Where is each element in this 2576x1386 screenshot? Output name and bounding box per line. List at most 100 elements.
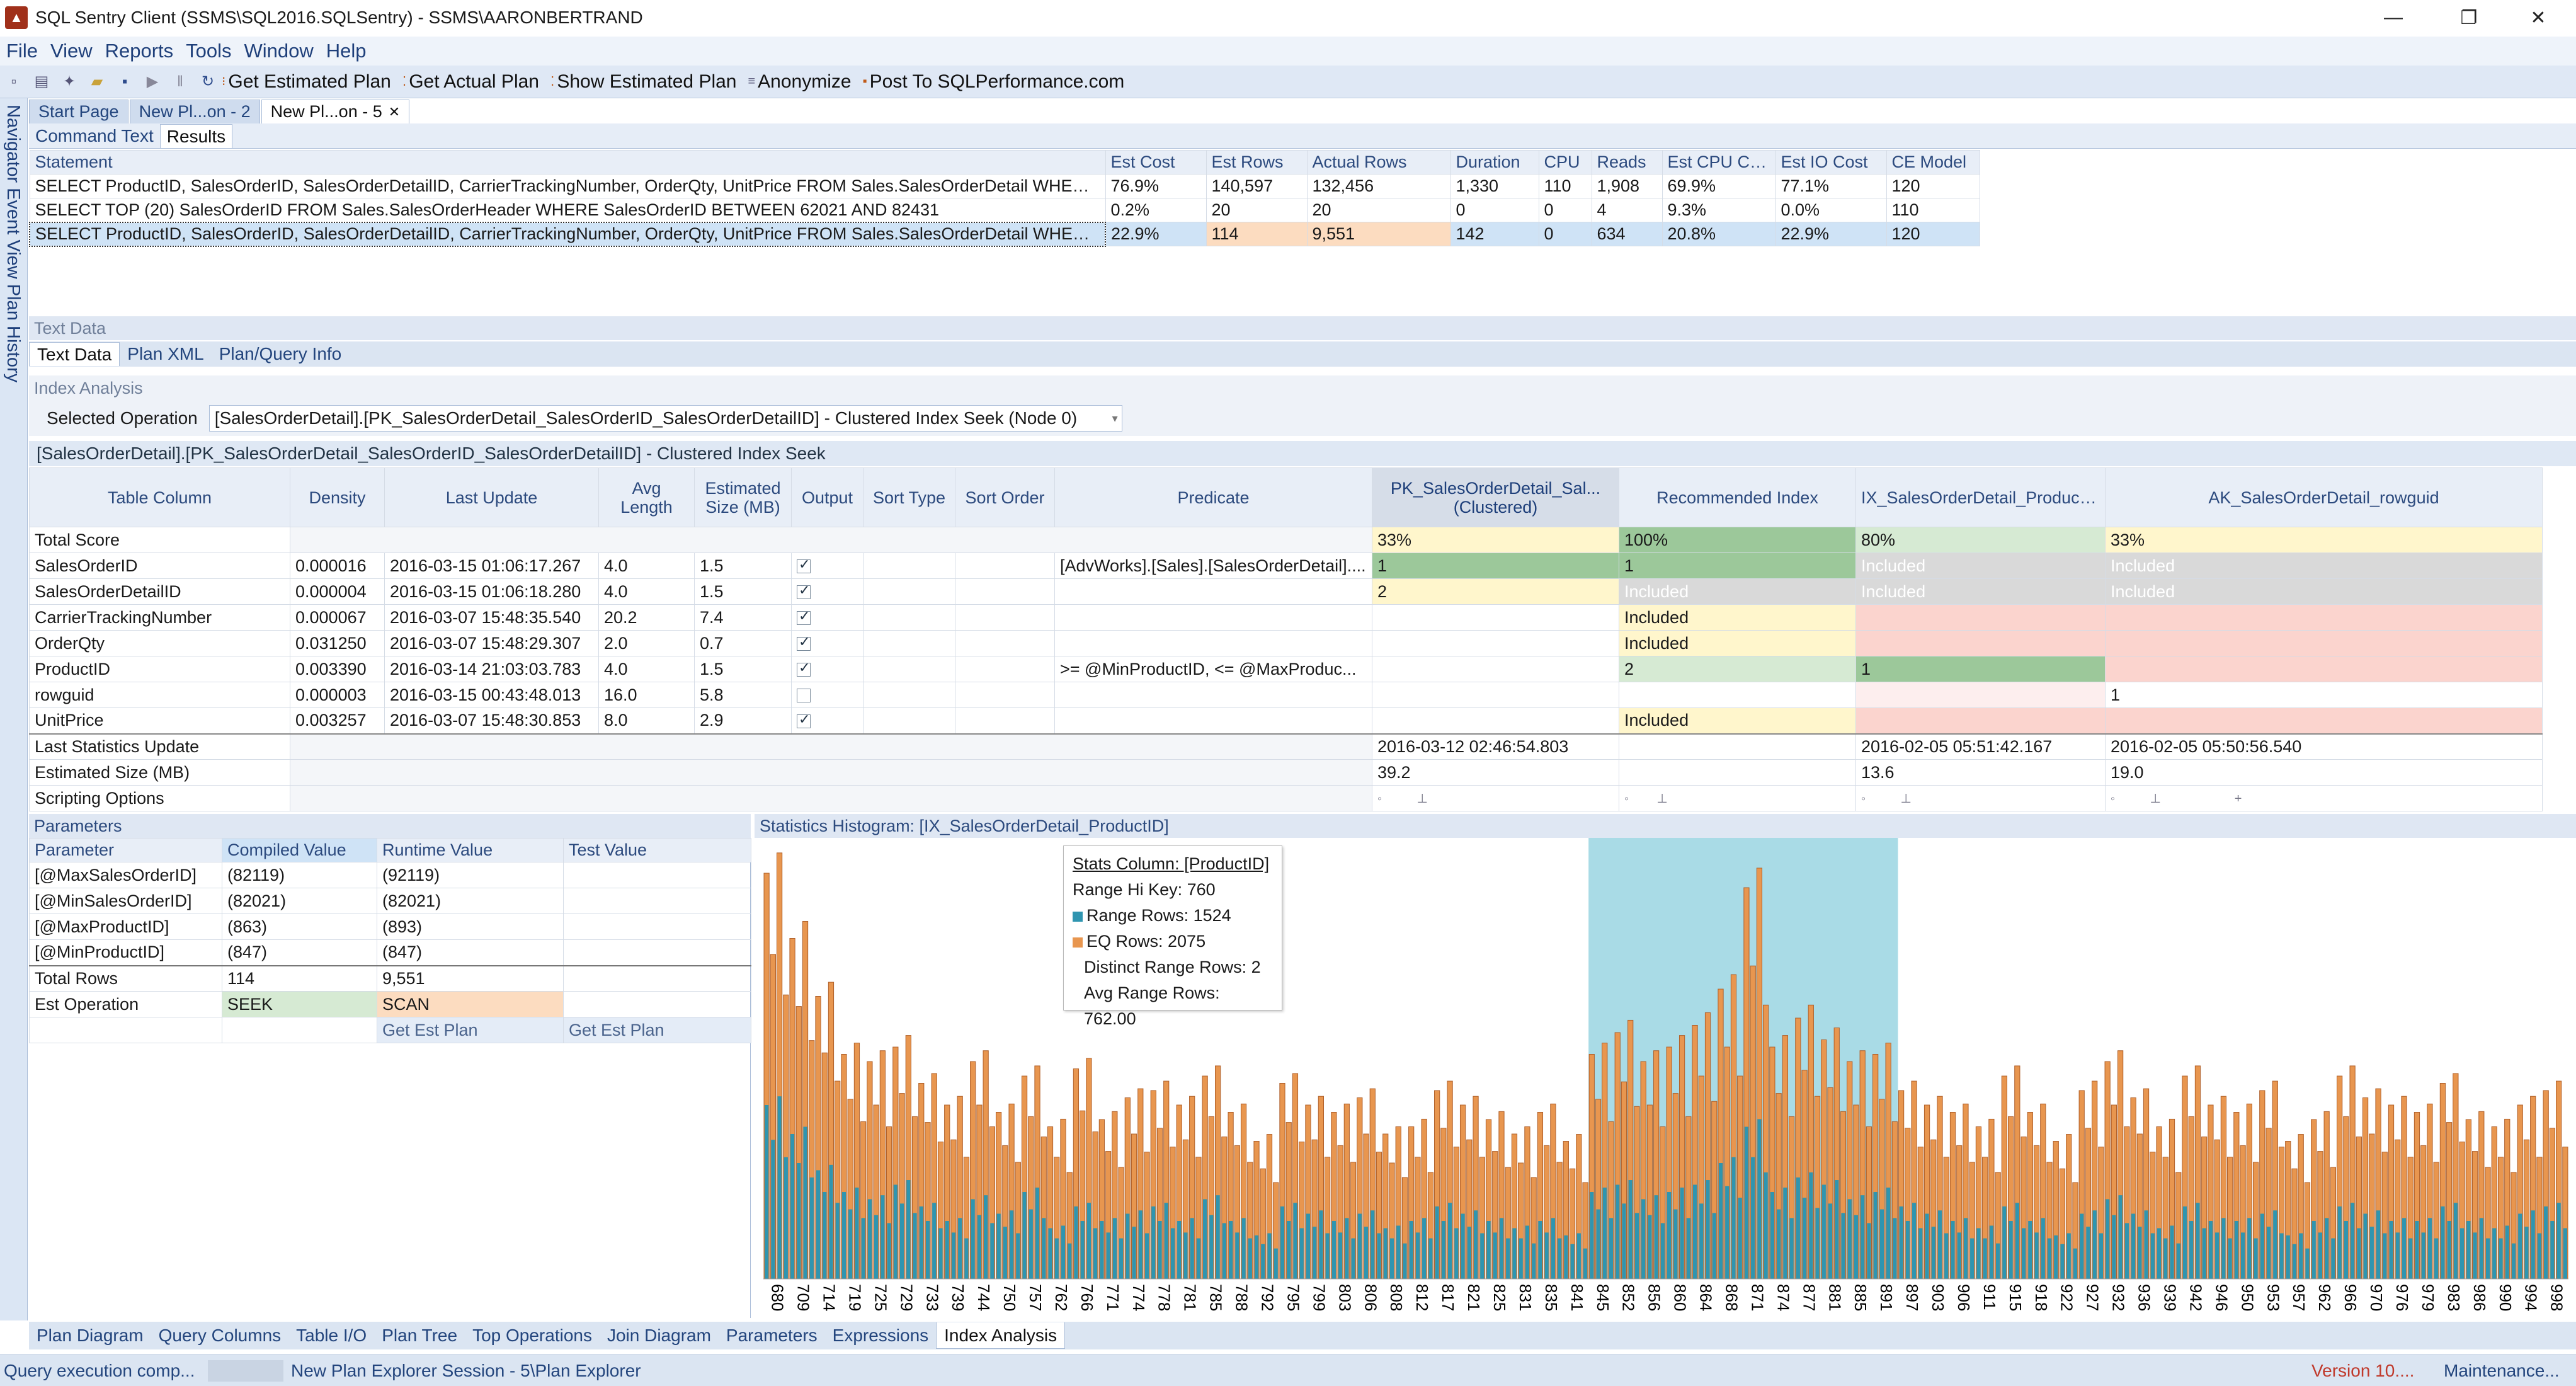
range-rows-bar[interactable] bbox=[2363, 1213, 2368, 1280]
range-rows-bar[interactable] bbox=[2447, 1221, 2451, 1279]
range-rows-bar[interactable] bbox=[1718, 1163, 1723, 1279]
range-rows-bar[interactable] bbox=[2325, 1218, 2329, 1279]
refresh-icon[interactable]: ↻ bbox=[201, 73, 215, 90]
range-rows-bar[interactable] bbox=[1692, 1184, 1697, 1280]
selected-operation-dropdown[interactable]: [SalesOrderDetail].[PK_SalesOrderDetail_… bbox=[208, 405, 1122, 432]
table-row[interactable]: UnitPrice 0.003257 2016-03-07 15:48:30.853… bbox=[29, 707, 2543, 734]
table-row[interactable]: [@MinProductID] (847) (847) bbox=[29, 939, 751, 966]
range-rows-bar[interactable] bbox=[1821, 1184, 1826, 1280]
range-rows-bar[interactable] bbox=[2099, 1233, 2104, 1279]
tab-expressions[interactable]: Expressions bbox=[832, 1326, 929, 1345]
range-rows-bar[interactable] bbox=[1351, 1238, 1355, 1279]
col-ce-model[interactable]: CE Model bbox=[1886, 150, 1980, 175]
range-rows-bar[interactable] bbox=[1042, 1218, 1046, 1279]
range-rows-bar[interactable] bbox=[899, 1203, 904, 1279]
range-rows-bar[interactable] bbox=[2208, 1221, 2213, 1279]
table-row[interactable]: SalesOrderDetailID 0.000004 2016-03-15 01:… bbox=[29, 578, 2543, 605]
range-rows-bar[interactable] bbox=[1957, 1232, 1961, 1279]
range-rows-bar[interactable] bbox=[977, 1215, 982, 1279]
range-rows-bar[interactable] bbox=[1576, 1233, 1581, 1279]
range-rows-bar[interactable] bbox=[1119, 1238, 1124, 1279]
range-rows-bar[interactable] bbox=[2305, 1248, 2310, 1279]
range-rows-bar[interactable] bbox=[816, 1170, 821, 1280]
range-rows-bar[interactable] bbox=[1680, 1188, 1684, 1279]
range-rows-bar[interactable] bbox=[2247, 1218, 2252, 1279]
table-row[interactable]: rowguid 0.000003 2016-03-15 00:43:48.013 16… bbox=[29, 682, 2543, 708]
range-rows-bar[interactable] bbox=[1086, 1203, 1091, 1279]
range-rows-bar[interactable] bbox=[1422, 1218, 1427, 1279]
range-rows-bar[interactable] bbox=[2086, 1227, 2090, 1279]
range-rows-bar[interactable] bbox=[1074, 1206, 1078, 1279]
range-rows-bar[interactable] bbox=[1473, 1210, 1478, 1279]
range-rows-bar[interactable] bbox=[1100, 1221, 1104, 1279]
menu-view[interactable]: View bbox=[50, 40, 93, 62]
range-rows-bar[interactable] bbox=[2286, 1235, 2290, 1279]
range-rows-bar[interactable] bbox=[2402, 1218, 2407, 1279]
range-rows-bar[interactable] bbox=[1486, 1221, 1491, 1279]
range-rows-bar[interactable] bbox=[2357, 1228, 2361, 1280]
range-rows-bar[interactable] bbox=[1035, 1188, 1040, 1279]
col-actual-rows[interactable]: Actual Rows bbox=[1306, 150, 1451, 175]
range-rows-bar[interactable] bbox=[2479, 1218, 2483, 1279]
range-rows-bar[interactable] bbox=[2189, 1221, 2194, 1279]
range-rows-bar[interactable] bbox=[2202, 1228, 2206, 1280]
range-rows-bar[interactable] bbox=[2240, 1232, 2245, 1279]
range-rows-bar[interactable] bbox=[2041, 1218, 2045, 1279]
tab-plan-query-info[interactable]: Plan/Query Info bbox=[219, 344, 342, 364]
maintenance-label[interactable]: Maintenance... bbox=[2444, 1360, 2560, 1380]
range-rows-bar[interactable] bbox=[1106, 1232, 1110, 1279]
range-rows-bar[interactable] bbox=[1132, 1227, 1136, 1279]
range-rows-bar[interactable] bbox=[1287, 1221, 1291, 1279]
table-row[interactable]: [@MaxProductID] (863) (893) bbox=[29, 914, 751, 940]
test-value-input[interactable] bbox=[563, 862, 751, 888]
output-checkbox[interactable] bbox=[797, 634, 811, 651]
range-rows-bar[interactable] bbox=[1009, 1210, 1014, 1279]
range-rows-bar[interactable] bbox=[2408, 1238, 2413, 1279]
tab-top-operations[interactable]: Top Operations bbox=[472, 1326, 592, 1345]
restore-button[interactable]: ❐ bbox=[2460, 7, 2478, 28]
get-est-plan-runtime-button[interactable]: Get Est Plan bbox=[377, 1017, 564, 1043]
range-rows-bar[interactable] bbox=[2254, 1238, 2258, 1279]
range-rows-bar[interactable] bbox=[2427, 1218, 2432, 1279]
range-rows-bar[interactable] bbox=[1022, 1192, 1027, 1279]
range-rows-bar[interactable] bbox=[2531, 1210, 2535, 1279]
range-rows-bar[interactable] bbox=[1016, 1233, 1020, 1279]
tab-new-plan-2[interactable]: New Pl...on - 2 bbox=[129, 100, 260, 123]
range-rows-bar[interactable] bbox=[1564, 1235, 1568, 1279]
range-rows-bar[interactable] bbox=[2073, 1248, 2078, 1279]
table-row[interactable]: SalesOrderID 0.000016 2016-03-15 01:06:17.… bbox=[29, 553, 2543, 579]
range-rows-bar[interactable] bbox=[2453, 1203, 2458, 1279]
range-rows-bar[interactable] bbox=[1751, 1157, 1755, 1279]
col-last-update[interactable]: Last Update bbox=[384, 467, 599, 527]
range-rows-bar[interactable] bbox=[790, 1134, 795, 1279]
range-rows-bar[interactable] bbox=[2492, 1228, 2497, 1280]
range-rows-bar[interactable] bbox=[1338, 1232, 1343, 1279]
range-rows-bar[interactable] bbox=[1873, 1192, 1878, 1279]
range-rows-bar[interactable] bbox=[919, 1206, 923, 1279]
output-checkbox[interactable] bbox=[797, 689, 811, 703]
range-rows-bar[interactable] bbox=[1112, 1218, 1117, 1279]
range-rows-bar[interactable] bbox=[1905, 1221, 1910, 1279]
range-rows-bar[interactable] bbox=[1306, 1213, 1311, 1280]
range-rows-bar[interactable] bbox=[1757, 1119, 1762, 1279]
output-checkbox[interactable] bbox=[797, 582, 811, 600]
range-rows-bar[interactable] bbox=[1544, 1232, 1549, 1279]
range-rows-bar[interactable] bbox=[1970, 1238, 1975, 1279]
range-rows-bar[interactable] bbox=[1570, 1244, 1575, 1279]
script-options-icon[interactable]: ◦ ⊥ bbox=[1372, 785, 1619, 811]
range-rows-bar[interactable] bbox=[2112, 1215, 2116, 1279]
tab-query-columns[interactable]: Query Columns bbox=[158, 1326, 282, 1345]
col-output[interactable]: Output bbox=[791, 467, 863, 527]
range-rows-bar[interactable] bbox=[1319, 1210, 1323, 1279]
range-rows-bar[interactable] bbox=[1783, 1188, 1787, 1279]
range-rows-bar[interactable] bbox=[1847, 1199, 1852, 1280]
minimize-button[interactable]: — bbox=[2384, 7, 2403, 28]
range-rows-bar[interactable] bbox=[1029, 1209, 1033, 1279]
col-test-value[interactable]: Test Value bbox=[563, 838, 751, 862]
range-rows-bar[interactable] bbox=[1673, 1209, 1678, 1279]
col-estimated-size[interactable]: Estimated Size (MB) bbox=[694, 467, 792, 527]
range-rows-bar[interactable] bbox=[2441, 1206, 2445, 1279]
col-pk-index[interactable]: PK_SalesOrderDetail_Sal... (Clustered) bbox=[1372, 467, 1619, 527]
range-rows-bar[interactable] bbox=[1622, 1203, 1626, 1279]
range-rows-bar[interactable] bbox=[1861, 1195, 1865, 1279]
